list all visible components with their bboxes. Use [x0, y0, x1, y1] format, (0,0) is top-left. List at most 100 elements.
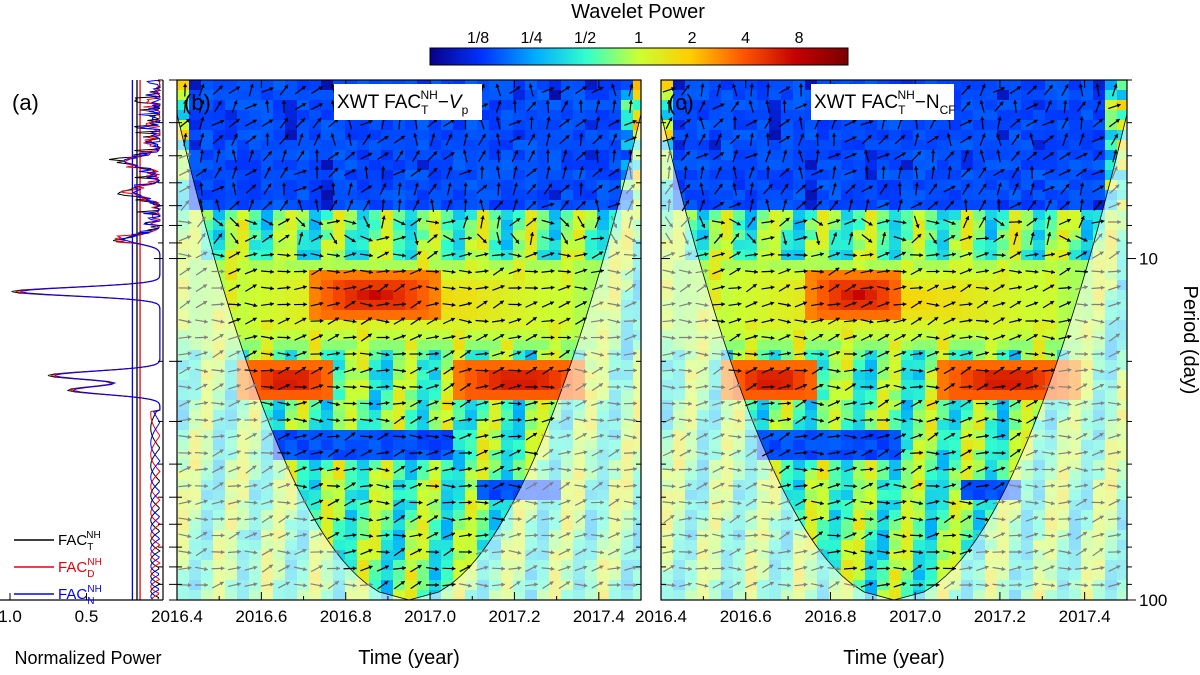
- power-cell: [429, 460, 442, 471]
- phase-arrow: [475, 483, 489, 489]
- power-cell: [405, 120, 418, 131]
- power-cell: [333, 230, 346, 241]
- power-cell: [573, 150, 586, 161]
- phase-arrow: [294, 317, 307, 325]
- phase-arrow: [294, 548, 307, 556]
- power-cell: [913, 270, 926, 281]
- power-cell: [273, 310, 286, 321]
- power-cell: [985, 400, 998, 411]
- power-cell: [925, 570, 938, 581]
- power-cell: [381, 300, 394, 311]
- power-cell: [949, 230, 962, 241]
- power-cell: [537, 170, 550, 181]
- phase-arrow: [393, 415, 406, 425]
- power-cell: [865, 380, 878, 391]
- power-cell: [901, 430, 914, 441]
- phase-arrow: [310, 549, 324, 555]
- power-cell: [333, 290, 346, 301]
- power-cell: [369, 420, 382, 431]
- power-cell: [829, 390, 842, 401]
- phase-arrow: [296, 150, 305, 162]
- power-cell: [321, 220, 334, 231]
- power-cell: [805, 440, 818, 451]
- power-cell: [381, 150, 394, 161]
- phase-arrow: [261, 432, 274, 441]
- power-cell: [345, 510, 358, 521]
- power-cell: [1069, 290, 1082, 301]
- power-cell: [525, 400, 538, 411]
- power-cell: [1033, 330, 1046, 341]
- power-cell: [973, 120, 986, 131]
- power-cell: [417, 290, 430, 301]
- power-cell: [189, 130, 202, 141]
- power-cell: [793, 450, 806, 461]
- power-cell: [321, 510, 334, 521]
- phase-arrow: [476, 184, 488, 194]
- power-cell: [949, 390, 962, 401]
- power-cell: [793, 270, 806, 281]
- power-cell: [769, 220, 782, 231]
- power-cell: [1093, 130, 1106, 141]
- power-cell: [261, 180, 274, 191]
- power-cell: [573, 210, 586, 221]
- power-cell: [817, 330, 830, 341]
- phase-arrow: [381, 215, 386, 229]
- phase-arrow: [277, 302, 291, 307]
- power-cell: [985, 380, 998, 391]
- power-cell: [441, 280, 454, 291]
- power-cell: [793, 200, 806, 211]
- phase-arrow: [445, 133, 453, 146]
- power-cell: [393, 590, 406, 600]
- power-cell: [949, 140, 962, 151]
- phase-arrow: [179, 300, 191, 309]
- power-cell: [745, 120, 758, 131]
- power-cell: [309, 430, 322, 441]
- phase-arrow: [213, 233, 223, 244]
- power-cell: [537, 400, 550, 411]
- power-cell: [237, 80, 250, 91]
- phase-arrow: [212, 383, 224, 391]
- power-cell: [345, 160, 358, 171]
- power-cell: [465, 550, 478, 561]
- power-cell: [757, 380, 770, 391]
- power-cell: [309, 380, 322, 391]
- power-cell: [949, 500, 962, 511]
- power-cell: [937, 360, 950, 371]
- power-cell: [865, 510, 878, 521]
- power-cell: [417, 550, 430, 561]
- power-cell: [745, 360, 758, 371]
- phase-arrow: [297, 199, 304, 212]
- phase-arrow: [360, 516, 373, 522]
- phase-arrow: [491, 400, 506, 406]
- power-cell: [925, 470, 938, 481]
- power-cell: [453, 340, 466, 351]
- power-cell: [937, 430, 950, 441]
- power-cell: [1093, 180, 1106, 191]
- power-cell: [285, 260, 298, 271]
- power-cell: [997, 110, 1010, 121]
- power-cell: [841, 470, 854, 481]
- power-cell: [1045, 270, 1058, 281]
- power-cell: [441, 550, 454, 561]
- power-cell: [997, 480, 1010, 491]
- power-cell: [321, 410, 334, 421]
- power-cell: [841, 180, 854, 191]
- phase-arrow: [248, 83, 254, 97]
- power-cell: [949, 210, 962, 221]
- power-cell: [261, 80, 274, 91]
- power-cell: [1033, 170, 1046, 181]
- phase-arrow: [409, 384, 423, 390]
- power-cell: [889, 160, 902, 171]
- phase-arrow: [410, 366, 422, 375]
- phase-arrow: [426, 416, 439, 424]
- power-cell: [1021, 110, 1034, 121]
- power-cell: [189, 90, 202, 101]
- power-cell: [925, 160, 938, 171]
- power-cell: [201, 220, 214, 231]
- phase-arrow: [343, 549, 357, 555]
- power-cell: [973, 520, 986, 531]
- phase-arrow: [508, 252, 522, 258]
- phase-arrow: [377, 135, 389, 144]
- power-cell: [381, 190, 394, 201]
- phase-arrow: [575, 151, 587, 161]
